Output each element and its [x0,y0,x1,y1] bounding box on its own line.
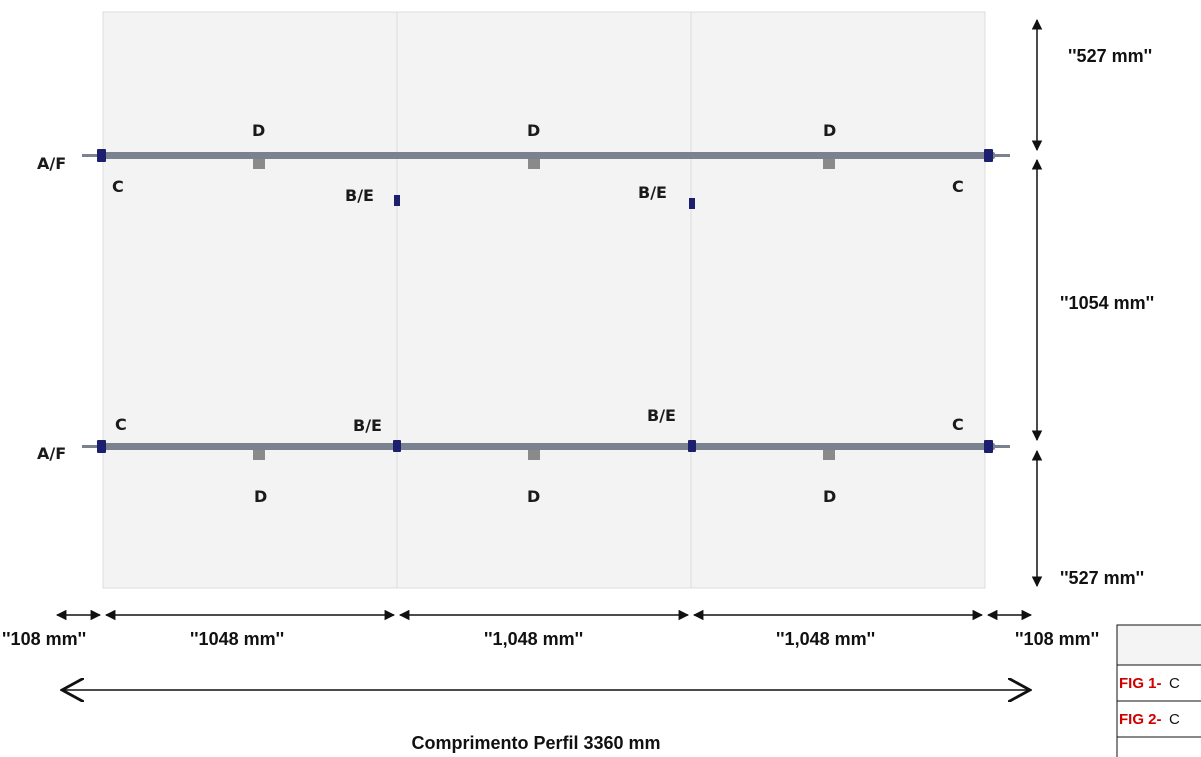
hook-top-2 [528,159,540,169]
panel-1 [102,11,398,589]
dim-bottom-527: ''527 mm'' [1060,568,1144,588]
label-c-bottom-left: C [115,415,127,434]
label-d-bottom-1: D [254,487,267,506]
mid-clip-top-2 [689,198,695,209]
mid-clip-bottom-1 [393,440,401,452]
panel-2 [396,11,692,589]
end-clip-left-bottom [97,440,106,453]
label-be-bottom-1: B/E [353,416,382,435]
dim-middle-1054: ''1054 mm'' [1060,293,1154,313]
label-d-top-3: D [823,121,836,140]
label-be-top-1: B/E [345,186,374,205]
mid-clip-top-1 [394,195,400,206]
label-af-bottom: A/F [37,444,66,463]
label-be-bottom-2: B/E [647,406,676,425]
mid-clip-bottom-2 [688,440,696,452]
dim-span-2: ''1,048 mm'' [484,629,583,649]
table-row-1-text: C [1169,675,1180,692]
table-row-2-text: C [1169,711,1180,728]
label-be-top-2: B/E [638,183,667,202]
total-length-caption: Comprimento Perfil 3360 mm [411,733,660,753]
hook-top-3 [823,159,835,169]
label-c-top-left: C [112,177,124,196]
dim-top-527: ''527 mm'' [1068,46,1152,66]
top-rail [82,149,1010,209]
hook-bottom-3 [823,450,835,460]
hook-bottom-1 [253,450,265,460]
hook-bottom-2 [528,450,540,460]
table-row-1-tag: FIG 1- [1119,675,1162,692]
label-d-bottom-3: D [823,487,836,506]
label-c-top-right: C [952,177,964,196]
label-d-top-2: D [527,121,540,140]
legend-table: FIG 1- C FIG 2- C [1116,624,1201,757]
label-d-top-1: D [252,121,265,140]
dim-right-108: ''108 mm'' [1015,629,1099,649]
dim-span-1: ''1048 mm'' [190,629,284,649]
vertical-dimensions: ''527 mm'' ''1054 mm'' ''527 mm'' [1031,18,1154,588]
bottom-rail [82,440,1010,460]
table-row-2-tag: FIG 2- [1119,711,1162,728]
hook-top-1 [253,159,265,169]
label-d-bottom-2: D [527,487,540,506]
panel-3 [690,11,986,589]
dim-span-3: ''1,048 mm'' [776,629,875,649]
dim-left-108: ''108 mm'' [2,629,86,649]
label-af-top: A/F [37,154,66,173]
label-c-bottom-right: C [952,415,964,434]
panel-group [102,11,986,589]
end-clip-right-top [984,149,993,162]
end-clip-right-bottom [984,440,993,453]
end-clip-left-top [97,149,106,162]
horizontal-dimensions: ''108 mm'' ''1048 mm'' ''1,048 mm'' ''1,… [2,609,1099,649]
